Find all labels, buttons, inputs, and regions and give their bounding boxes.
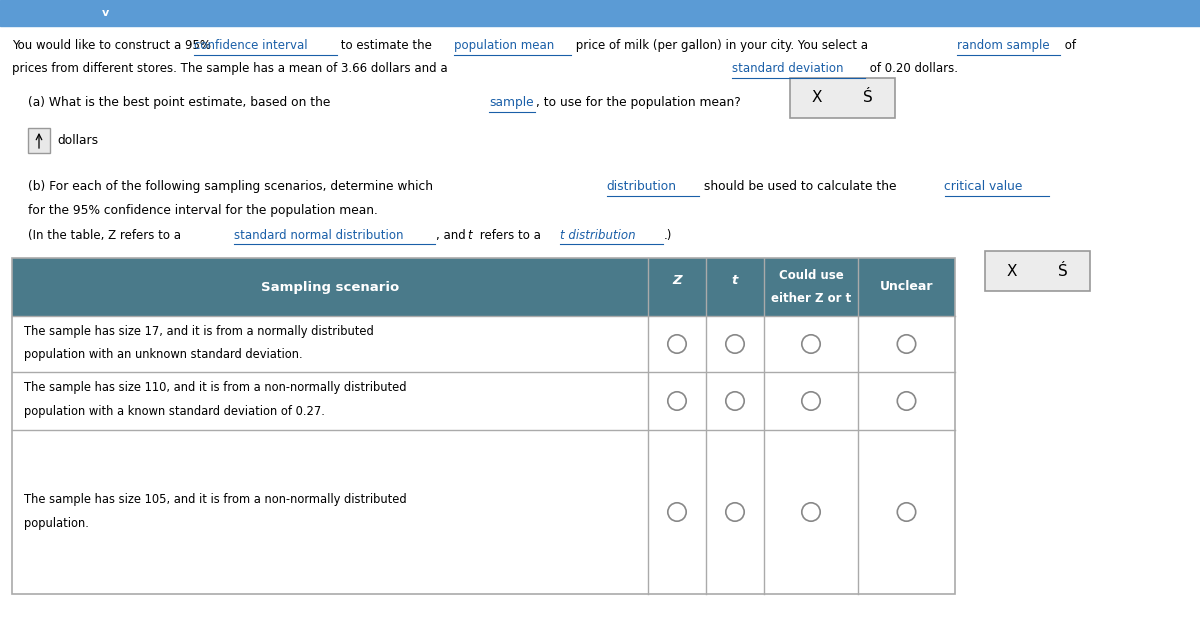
Text: population.: population. [24,516,89,530]
Text: of: of [1061,39,1076,52]
Text: standard deviation: standard deviation [732,62,842,75]
FancyBboxPatch shape [12,258,955,316]
Text: refers to a: refers to a [475,229,544,242]
Text: population with a known standard deviation of 0.27.: population with a known standard deviati… [24,406,325,419]
Text: The sample has size 110, and it is from a non-normally distributed: The sample has size 110, and it is from … [24,381,407,394]
Text: critical value: critical value [944,180,1022,193]
Text: Could use: Could use [779,269,844,282]
Text: Z: Z [672,274,682,287]
Text: (In the table, Z refers to a: (In the table, Z refers to a [28,229,185,242]
FancyBboxPatch shape [790,78,895,118]
Text: v: v [101,8,109,18]
Text: either Z or t: either Z or t [770,292,851,305]
Text: , and: , and [436,229,469,242]
Text: confidence interval: confidence interval [193,39,307,52]
Text: You would like to construct a 95%: You would like to construct a 95% [12,39,215,52]
Text: The sample has size 105, and it is from a non-normally distributed: The sample has size 105, and it is from … [24,493,407,506]
Text: Sampling scenario: Sampling scenario [260,280,400,294]
Text: (a) What is the best point estimate, based on the: (a) What is the best point estimate, bas… [28,96,335,109]
Text: Unclear: Unclear [880,280,934,294]
Text: population with an unknown standard deviation.: population with an unknown standard devi… [24,349,302,361]
Text: of 0.20 dollars.: of 0.20 dollars. [866,62,959,75]
Text: for the 95% confidence interval for the population mean.: for the 95% confidence interval for the … [28,204,378,217]
Text: , to use for the population mean?: , to use for the population mean? [535,96,740,109]
Text: prices from different stores. The sample has a mean of 3.66 dollars and a: prices from different stores. The sample… [12,62,451,75]
Text: (b) For each of the following sampling scenarios, determine which: (b) For each of the following sampling s… [28,180,437,193]
Text: t: t [467,229,472,242]
Text: .): .) [664,229,672,242]
Text: X: X [1007,264,1018,279]
FancyBboxPatch shape [12,316,955,594]
Text: distribution: distribution [606,180,677,193]
Text: sample: sample [490,96,534,109]
Text: Ś: Ś [1058,264,1068,279]
Text: population mean: population mean [454,39,554,52]
Text: X: X [811,91,822,106]
Bar [0,0,1200,26]
Text: standard normal distribution: standard normal distribution [234,229,403,242]
Text: The sample has size 17, and it is from a normally distributed: The sample has size 17, and it is from a… [24,324,373,337]
Text: dollars: dollars [58,134,98,147]
Text: t: t [732,274,738,287]
Text: price of milk (per gallon) in your city. You select a: price of milk (per gallon) in your city.… [572,39,871,52]
Text: to estimate the: to estimate the [337,39,436,52]
FancyBboxPatch shape [28,128,50,153]
Text: Ś: Ś [863,91,872,106]
Text: t distribution: t distribution [560,229,636,242]
FancyBboxPatch shape [985,251,1090,291]
Text: should be used to calculate the: should be used to calculate the [700,180,900,193]
Text: random sample: random sample [958,39,1050,52]
